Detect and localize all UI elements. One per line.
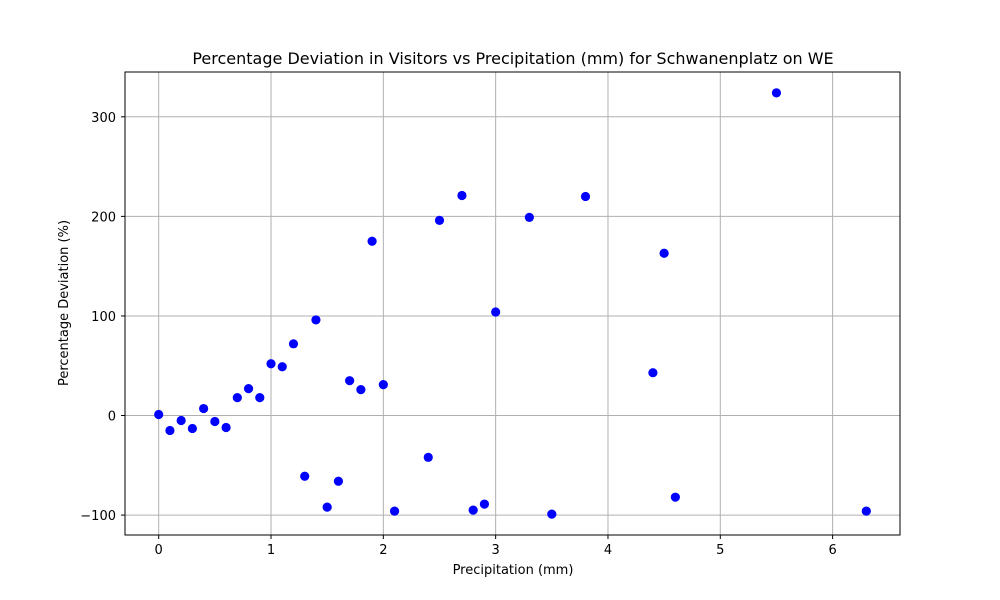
y-tick-label: 300 (91, 111, 116, 126)
y-axis-label: Percentage Deviation (%) (57, 220, 72, 386)
data-point (199, 403, 209, 414)
data-point (378, 380, 388, 390)
data-point (154, 409, 164, 420)
y-tick-label: −100 (80, 509, 116, 524)
data-point (580, 191, 591, 202)
x-tick-label: 1 (267, 543, 275, 558)
x-tick-label: 5 (716, 543, 724, 558)
data-point (468, 505, 478, 515)
data-point (861, 506, 871, 516)
y-tick-label: 0 (108, 410, 116, 425)
data-point (221, 422, 231, 433)
data-point (670, 492, 680, 502)
data-point (648, 368, 658, 378)
data-point (423, 452, 433, 462)
data-point (165, 425, 175, 436)
y-tick-label: 100 (91, 310, 116, 325)
chart-title: Percentage Deviation in Visitors vs Prec… (192, 49, 833, 68)
data-point (434, 215, 445, 225)
data-point (176, 415, 186, 426)
data-point (479, 499, 490, 509)
x-axis-label: Precipitation (mm) (453, 563, 574, 578)
data-point (266, 359, 276, 369)
y-tick-label: 200 (91, 210, 116, 225)
plot-frame (124, 71, 901, 536)
data-point (232, 392, 242, 403)
data-point (187, 423, 197, 434)
data-point (311, 315, 321, 325)
data-point (389, 506, 400, 516)
data-point (255, 392, 265, 403)
data-point (524, 212, 534, 222)
data-point (243, 384, 254, 394)
data-point (300, 471, 310, 481)
data-point (210, 416, 220, 427)
points-layer (154, 88, 871, 519)
data-point (288, 339, 299, 349)
data-point (345, 376, 355, 386)
data-point (771, 88, 782, 98)
data-point (333, 476, 344, 486)
data-point (659, 248, 669, 258)
data-point (457, 190, 467, 201)
data-point (547, 509, 557, 519)
x-tick-label: 6 (828, 543, 836, 558)
x-tick-label: 4 (604, 543, 612, 558)
x-tick-label: 0 (155, 543, 163, 558)
x-tick-label: 3 (492, 543, 500, 558)
data-point (367, 236, 377, 246)
data-point (356, 385, 366, 395)
data-point (277, 362, 287, 372)
data-point (322, 502, 332, 512)
ticks-layer: 0 1 2 3 4 5 6 −100 0 100 200 300 (80, 111, 836, 558)
grid-layer (125, 72, 900, 535)
data-point (491, 307, 501, 317)
x-tick-label: 2 (379, 543, 387, 558)
